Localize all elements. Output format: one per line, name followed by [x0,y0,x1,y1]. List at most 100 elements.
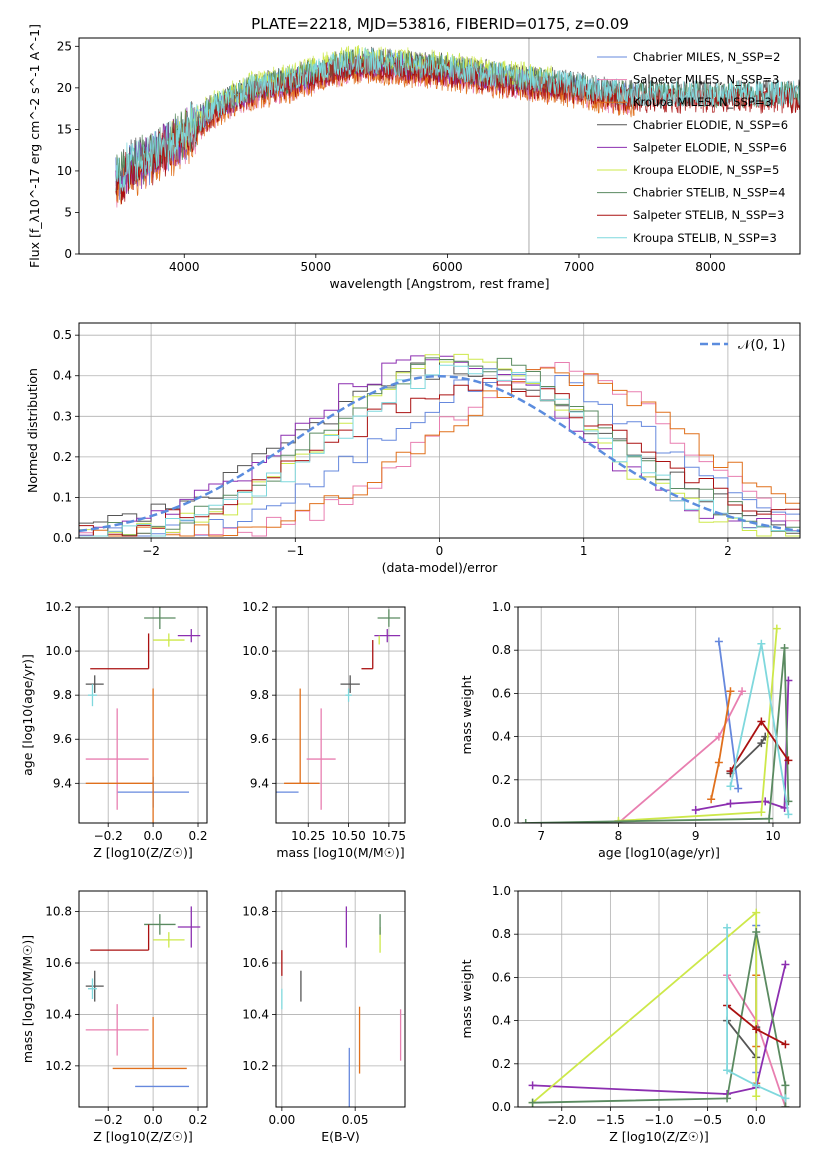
x-tick-label: 7000 [564,260,595,274]
axes-frame [78,606,208,824]
weight-marker [726,799,735,808]
x-tick-label: 1 [580,544,588,558]
panel-weight_vs_age: 7 8 9 10 0.0 0.2 0.4 0.6 0.8 1.0 age [log10(age/yr… [459,600,801,860]
y-tick-label: 0.8 [492,927,511,941]
weight-line-6 [525,647,790,823]
x-axis-label: (data-model)/error [382,560,499,575]
y-tick-label: 0.1 [53,490,72,504]
x-axis-label: Z [log10(Z/Z☉)] [93,845,193,860]
panel-weight_vs_Z: −2.0 −1.5 −1.0 −0.5 0.0 0.0 0.2 0.4 0.6 0.8 1.0 Z [… [459,884,801,1144]
x-tick-label: 10.75 [372,829,406,843]
x-tick-label: 10 [765,829,780,843]
y-tick-label: 10.2 [242,1059,269,1073]
weight-marker [521,819,530,823]
y-tick-label: 10.4 [242,1007,269,1021]
weight-marker [528,1098,537,1107]
weight-line-8 [726,927,786,1100]
y-tick-label: 0.4 [53,369,72,383]
weight-marker [784,810,793,819]
weight-marker [752,1081,761,1090]
x-tick-label: −1.0 [644,1113,673,1127]
x-axis-label: wavelength [Angstrom, rest frame] [329,276,549,291]
y-tick-label: 1.0 [492,884,511,898]
y-tick-label: 0.2 [492,773,511,787]
axes-frame [517,890,801,1108]
weight-marker [726,782,735,791]
y-tick-label: 10.8 [45,905,72,919]
normal-reference-curve [79,374,800,533]
x-tick-label: −1 [286,544,304,558]
axes-frame [275,606,406,824]
legend-label: Kroupa MILES, N_SSP=3 [633,95,772,109]
x-tick-label: 10.25 [291,829,325,843]
panel-mass_vs_Z: −0.2 0.0 0.2 10.2 10.4 10.6 10.8 Z [log10(Z/Z☉)… [20,890,208,1144]
y-tick-label: 25 [57,39,72,53]
x-tick-label: −0.5 [693,1113,722,1127]
weight-marker [781,1040,790,1049]
weight-marker [752,908,761,917]
histogram-1 [79,362,800,537]
legend-label: Chabrier ELODIE, N_SSP=6 [633,118,788,132]
y-axis-label: mass weight [459,675,474,754]
y-tick-label: 9.8 [250,688,269,702]
y-tick-label: 0.3 [53,409,72,423]
y-tick-label: 10.0 [45,644,72,658]
plot-area [85,906,201,1088]
axes-frame [78,322,801,539]
x-tick-label: 0.00 [269,1113,296,1127]
axes-frame [78,37,801,255]
y-tick-label: 10 [57,164,72,178]
legend-label: Kroupa ELODIE, N_SSP=5 [633,163,779,177]
y-tick-label: 10.6 [45,956,72,970]
y-tick-label: 1.0 [492,600,511,614]
spectrum-line-8 [115,47,800,201]
weight-marker [781,1094,790,1103]
y-tick-label: 0 [64,247,72,261]
y-tick-label: 15 [57,122,72,136]
y-tick-label: 0.5 [53,328,72,342]
legend-label: 𝒩(0, 1) [738,338,785,353]
y-axis-label: mass [log10(M/M☉)] [20,935,35,1063]
x-tick-label: −0.2 [94,1113,123,1127]
y-tick-label: 0.0 [492,816,511,830]
y-tick-label: 0.6 [492,970,511,984]
weight-marker [752,1025,761,1034]
legend-label: Salpeter MILES, N_SSP=3 [633,73,779,87]
y-tick-label: 10.8 [242,905,269,919]
x-axis-label: E(B-V) [321,1129,360,1144]
plot-area [528,908,790,1107]
weight-marker [723,1094,732,1103]
x-tick-label: 6000 [432,260,463,274]
y-axis-label: Normed distribution [25,368,40,493]
x-tick-label: 10.50 [331,829,365,843]
weight-marker [781,1103,790,1107]
panel-residuals: −2 −1 0 1 2 0.0 0.1 0.2 0.3 0.4 0.5 (data-model)/er… [25,322,801,575]
y-tick-label: 20 [57,81,72,95]
plot-area [115,38,800,254]
x-axis-label: Z [log10(Z/Z☉)] [93,1129,193,1144]
weight-marker [691,806,700,815]
weight-marker [765,814,774,823]
weight-marker [752,928,761,937]
y-tick-label: 0.4 [492,730,511,744]
x-tick-label: 0.0 [144,1113,163,1127]
weight-marker [723,923,732,932]
y-tick-label: 9.4 [250,776,269,790]
plot-area [276,609,401,810]
weight-marker [714,637,723,646]
x-tick-label: −2.0 [547,1113,576,1127]
histogram-7 [79,377,800,537]
y-tick-label: 9.8 [53,688,72,702]
y-tick-label: 0.6 [492,686,511,700]
y-tick-label: 10.2 [45,1059,72,1073]
x-tick-label: −0.2 [94,829,123,843]
weight-marker [757,639,766,648]
weight-marker [714,758,723,767]
y-tick-label: 0.2 [53,450,72,464]
legend-label: Kroupa STELIB, N_SSP=3 [633,231,777,245]
y-tick-label: 9.4 [53,776,72,790]
y-axis-label: Flux [f_λ10^-17 erg cm^-2 s^-1 A^-1] [27,24,42,268]
y-tick-label: 10.2 [242,600,269,614]
panel-age_vs_mass: 10.25 10.50 10.75 9.4 9.6 9.8 10.0 10.2 mass [lo… [242,600,406,860]
